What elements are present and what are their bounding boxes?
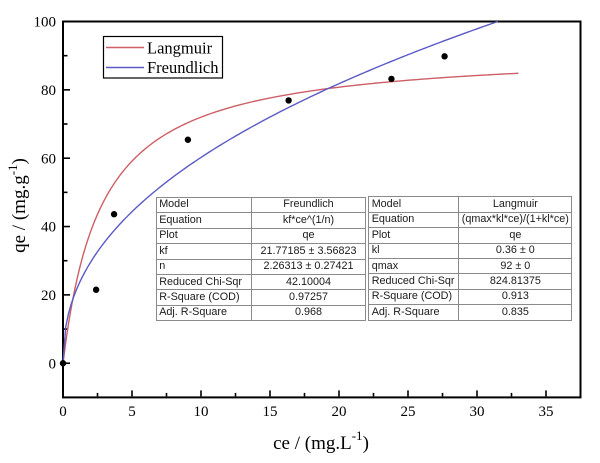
svg-text:ce / (mg.L-1): ce / (mg.L-1) xyxy=(273,428,369,454)
svg-text:0: 0 xyxy=(49,356,57,372)
svg-text:40: 40 xyxy=(41,220,56,236)
svg-text:100: 100 xyxy=(34,15,57,31)
svg-text:35: 35 xyxy=(539,404,554,420)
svg-text:Freundlich: Freundlich xyxy=(147,58,219,77)
svg-text:20: 20 xyxy=(41,288,56,304)
svg-text:80: 80 xyxy=(41,83,56,99)
svg-text:0: 0 xyxy=(59,404,67,420)
svg-text:20: 20 xyxy=(332,404,347,420)
svg-text:Langmuir: Langmuir xyxy=(147,38,213,57)
svg-text:25: 25 xyxy=(401,404,416,420)
svg-text:5: 5 xyxy=(128,404,136,420)
svg-text:60: 60 xyxy=(41,151,56,167)
svg-text:qe / (mg.g-1): qe / (mg.g-1) xyxy=(5,158,30,253)
svg-text:30: 30 xyxy=(470,404,485,420)
svg-text:10: 10 xyxy=(194,404,209,420)
svg-text:15: 15 xyxy=(263,404,278,420)
